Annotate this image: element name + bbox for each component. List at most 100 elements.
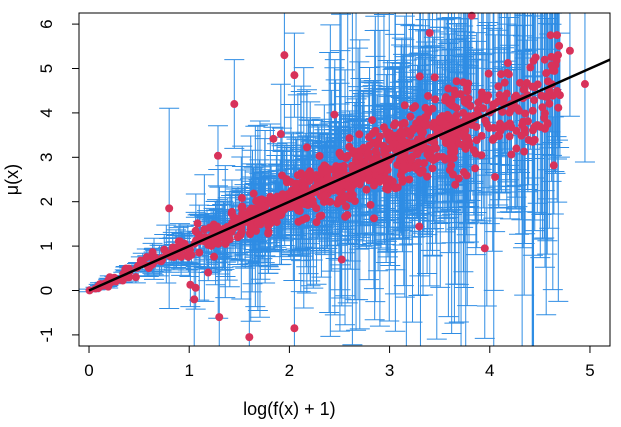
x-tick-label: 3 [385,361,394,380]
data-point [190,295,199,304]
data-point [519,85,528,94]
data-point [516,78,525,87]
data-point [436,117,445,126]
data-point [512,126,521,135]
data-point [382,184,391,193]
data-point [284,190,293,199]
data-point [355,152,364,161]
data-point [555,41,564,50]
data-point [454,174,463,183]
data-point [538,103,547,112]
y-tick-label: -1 [37,327,56,342]
data-point [448,135,457,144]
data-point [302,143,311,152]
data-point [505,119,514,128]
data-point [210,252,219,261]
data-point [406,112,415,121]
data-point [494,131,503,140]
data-point [369,214,378,223]
data-point [275,211,284,220]
data-point [320,191,329,200]
data-point [399,162,408,171]
data-point [315,212,324,221]
data-point [266,192,275,201]
data-point [233,233,242,242]
data-point [459,168,468,177]
data-point [488,135,497,144]
data-point [554,103,563,112]
data-point [405,175,414,184]
data-point [379,141,388,150]
data-point [230,100,239,109]
data-point [396,171,405,180]
data-point [391,119,400,128]
data-point [297,169,306,178]
data-point [540,113,549,122]
data-point [213,151,222,160]
data-point [380,150,389,159]
data-point [518,121,527,130]
data-point [136,256,145,265]
data-point [528,126,537,135]
y-axis: -1 0 1 2 3 4 5 6 [37,19,79,342]
data-point [452,104,461,113]
data-point [411,162,420,171]
data-point [473,105,482,114]
data-point [362,185,371,194]
data-point [237,194,246,203]
data-point [444,84,453,93]
data-point [355,130,364,139]
data-point [204,268,213,277]
data-point [456,90,465,99]
data-point [187,250,196,259]
data-point [495,91,504,100]
data-point [458,130,467,139]
x-axis-title: log(f(x) + 1) [243,399,336,419]
data-point [521,109,530,118]
data-point [502,69,511,78]
data-point [341,192,350,201]
data-point [507,150,516,159]
data-point [191,283,200,292]
data-point [390,139,399,148]
data-point [503,59,512,68]
data-point [467,11,476,20]
data-point [290,71,299,80]
data-point [484,69,493,78]
data-point [142,253,151,262]
data-point [322,167,331,176]
data-point [339,161,348,170]
data-point [423,172,432,181]
data-point [512,144,521,153]
data-point [449,154,458,163]
data-point [343,211,352,220]
data-point [364,148,373,157]
data-point [247,224,256,233]
data-point [215,313,224,322]
data-point [269,134,278,143]
data-point [191,226,200,235]
y-tick-label: 5 [37,64,56,73]
data-point [276,130,285,139]
data-point [290,190,299,199]
data-point [397,127,406,136]
x-tick-label: 5 [585,361,594,380]
data-point [375,174,384,183]
data-point [264,229,273,238]
data-point [214,239,223,248]
y-tick-label: 0 [37,286,56,295]
data-point [337,255,346,264]
data-point [552,31,561,40]
data-point [432,125,441,134]
data-point [465,137,474,146]
data-point [278,190,287,199]
data-point [255,200,264,209]
x-axis: 0 1 2 3 4 5 [84,346,595,380]
data-point [335,149,344,158]
data-point [452,77,461,86]
data-point [546,31,555,40]
data-point [195,248,204,257]
data-point [543,92,552,101]
data-point [379,123,388,132]
x-tick-label: 4 [485,361,494,380]
